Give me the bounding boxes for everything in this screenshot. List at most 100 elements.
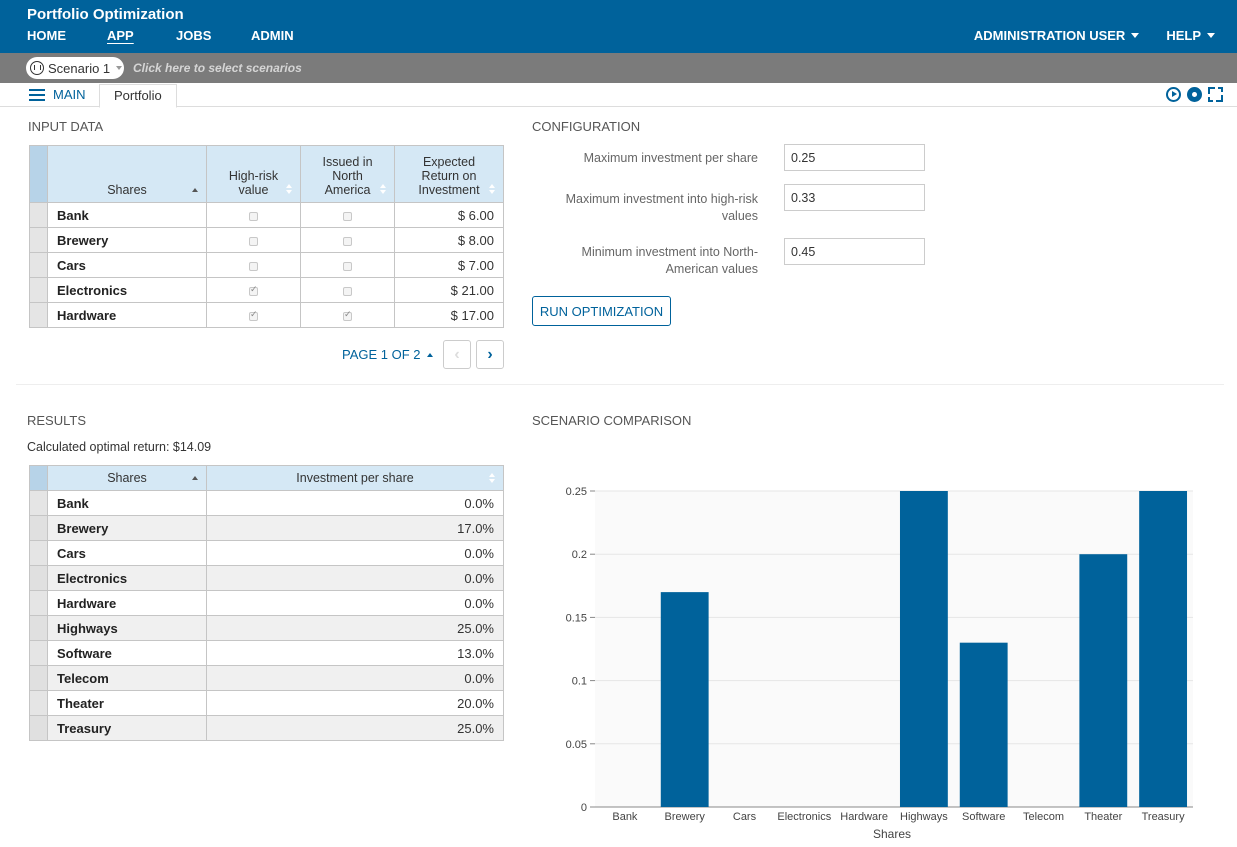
chart-x-tick-label: Highways xyxy=(900,811,948,823)
row-selector[interactable] xyxy=(29,665,48,691)
table-row[interactable]: Hardware $ 17.00 xyxy=(29,302,504,328)
high-risk-cell xyxy=(206,252,301,278)
row-selector[interactable] xyxy=(29,590,48,616)
table-row[interactable]: Software 13.0% xyxy=(29,640,504,666)
row-selector[interactable] xyxy=(29,302,48,328)
chart-x-tick-label: Bank xyxy=(612,811,638,823)
expected-return-cell: $ 7.00 xyxy=(394,252,504,278)
chart-y-tick-label: 0.05 xyxy=(566,739,587,751)
max-high-risk-input[interactable] xyxy=(784,184,925,211)
row-selector[interactable] xyxy=(29,252,48,278)
row-selector[interactable] xyxy=(29,202,48,228)
play-icon[interactable] xyxy=(1166,87,1181,102)
col-high-risk[interactable]: High-risk value xyxy=(206,145,301,203)
row-selector[interactable] xyxy=(29,490,48,516)
row-selector[interactable] xyxy=(29,540,48,566)
north-america-checkbox[interactable] xyxy=(343,309,352,321)
north-america-checkbox[interactable] xyxy=(343,211,352,221)
scenario-comparison-chart: 0 0.05 0.1 0.15 0.2 0.25 Bank Brewery Cars Elect… xyxy=(566,486,1193,841)
share-name-cell: Bank xyxy=(47,202,207,228)
table-row[interactable]: Treasury 25.0% xyxy=(29,715,504,741)
col-shares[interactable]: Shares xyxy=(47,465,207,491)
north-america-cell xyxy=(300,252,395,278)
row-selector[interactable] xyxy=(29,615,48,641)
share-name-cell: Treasury xyxy=(47,715,207,741)
min-north-america-input[interactable] xyxy=(784,238,925,265)
nav-home[interactable]: HOME xyxy=(27,28,66,43)
max-investment-input[interactable] xyxy=(784,144,925,171)
table-row[interactable]: Brewery 17.0% xyxy=(29,515,504,541)
pager[interactable]: PAGE 1 OF 2 xyxy=(342,347,433,362)
high-risk-checkbox[interactable] xyxy=(249,309,258,321)
tab-portfolio[interactable]: Portfolio xyxy=(99,84,177,108)
chart-x-tick-label: Hardware xyxy=(840,811,888,823)
row-selector[interactable] xyxy=(29,640,48,666)
row-selector[interactable] xyxy=(29,515,48,541)
expected-return-cell: $ 21.00 xyxy=(394,277,504,303)
col-north-america[interactable]: Issued in North America xyxy=(300,145,395,203)
high-risk-cell xyxy=(206,227,301,253)
row-selector[interactable] xyxy=(29,715,48,741)
row-selector[interactable] xyxy=(29,277,48,303)
investment-cell: 13.0% xyxy=(206,640,504,666)
chart-bar-theater[interactable] xyxy=(1079,554,1128,807)
table-row[interactable]: Highways 25.0% xyxy=(29,615,504,641)
table-row[interactable]: Cars 0.0% xyxy=(29,540,504,566)
chart-x-tick-label: Brewery xyxy=(665,811,706,823)
chevron-left-icon: ‹ xyxy=(454,345,460,363)
next-page-button[interactable]: › xyxy=(476,340,504,369)
north-america-checkbox[interactable] xyxy=(343,236,352,246)
nav-admin[interactable]: ADMIN xyxy=(251,28,294,43)
tab-tools xyxy=(1160,87,1223,102)
table-row[interactable]: Theater 20.0% xyxy=(29,690,504,716)
sort-asc-icon xyxy=(192,476,198,480)
high-risk-checkbox[interactable] xyxy=(249,236,258,246)
gear-icon[interactable] xyxy=(1187,87,1202,102)
table-row[interactable]: Electronics 0.0% xyxy=(29,565,504,591)
prev-page-button[interactable]: ‹ xyxy=(443,340,471,369)
chart-bar-brewery[interactable] xyxy=(660,592,709,807)
help-menu[interactable]: HELP xyxy=(1166,28,1215,43)
table-row[interactable]: Electronics $ 21.00 xyxy=(29,277,504,303)
configuration-title: CONFIGURATION xyxy=(532,119,641,134)
investment-cell: 0.0% xyxy=(206,665,504,691)
nav-jobs[interactable]: JOBS xyxy=(176,28,212,43)
chart-bar-highways[interactable] xyxy=(899,491,948,807)
col-shares[interactable]: Shares xyxy=(47,145,207,203)
chart-bar-software[interactable] xyxy=(959,642,1008,807)
chart-bars xyxy=(660,491,1188,807)
app-title: Portfolio Optimization xyxy=(27,6,184,23)
table-row[interactable]: Brewery $ 8.00 xyxy=(29,227,504,253)
nav-app[interactable]: APP xyxy=(107,28,134,43)
north-america-checkbox[interactable] xyxy=(343,286,352,296)
col-investment-label: Investment per share xyxy=(296,471,414,485)
high-risk-checkbox[interactable] xyxy=(249,211,258,221)
user-menu[interactable]: ADMINISTRATION USER xyxy=(974,28,1140,43)
scenario-hint[interactable]: Click here to select scenarios xyxy=(133,61,302,75)
table-row[interactable]: Bank $ 6.00 xyxy=(29,202,504,228)
share-name-cell: Hardware xyxy=(47,590,207,616)
tab-main[interactable]: MAIN xyxy=(53,87,86,102)
table-row[interactable]: Cars $ 7.00 xyxy=(29,252,504,278)
row-selector[interactable] xyxy=(29,227,48,253)
share-name-cell: Cars xyxy=(47,252,207,278)
help-menu-label: HELP xyxy=(1166,28,1201,43)
run-optimization-button[interactable]: RUN OPTIMIZATION xyxy=(532,296,671,326)
col-expected-return-label: Expected Return on Investment xyxy=(418,155,480,197)
row-selector[interactable] xyxy=(29,565,48,591)
chart-bar-treasury[interactable] xyxy=(1139,491,1188,807)
high-risk-checkbox[interactable] xyxy=(249,261,258,271)
menu-icon[interactable] xyxy=(29,89,45,101)
high-risk-checkbox[interactable] xyxy=(249,284,258,296)
share-name-cell: Telecom xyxy=(47,665,207,691)
col-expected-return[interactable]: Expected Return on Investment xyxy=(394,145,504,203)
expand-icon[interactable] xyxy=(1208,87,1223,102)
north-america-checkbox[interactable] xyxy=(343,261,352,271)
row-selector[interactable] xyxy=(29,690,48,716)
table-row[interactable]: Hardware 0.0% xyxy=(29,590,504,616)
scenario-selector[interactable]: Scenario 1 xyxy=(26,57,124,79)
col-investment[interactable]: Investment per share xyxy=(206,465,504,491)
share-name-cell: Cars xyxy=(47,540,207,566)
table-row[interactable]: Bank 0.0% xyxy=(29,490,504,516)
table-row[interactable]: Telecom 0.0% xyxy=(29,665,504,691)
